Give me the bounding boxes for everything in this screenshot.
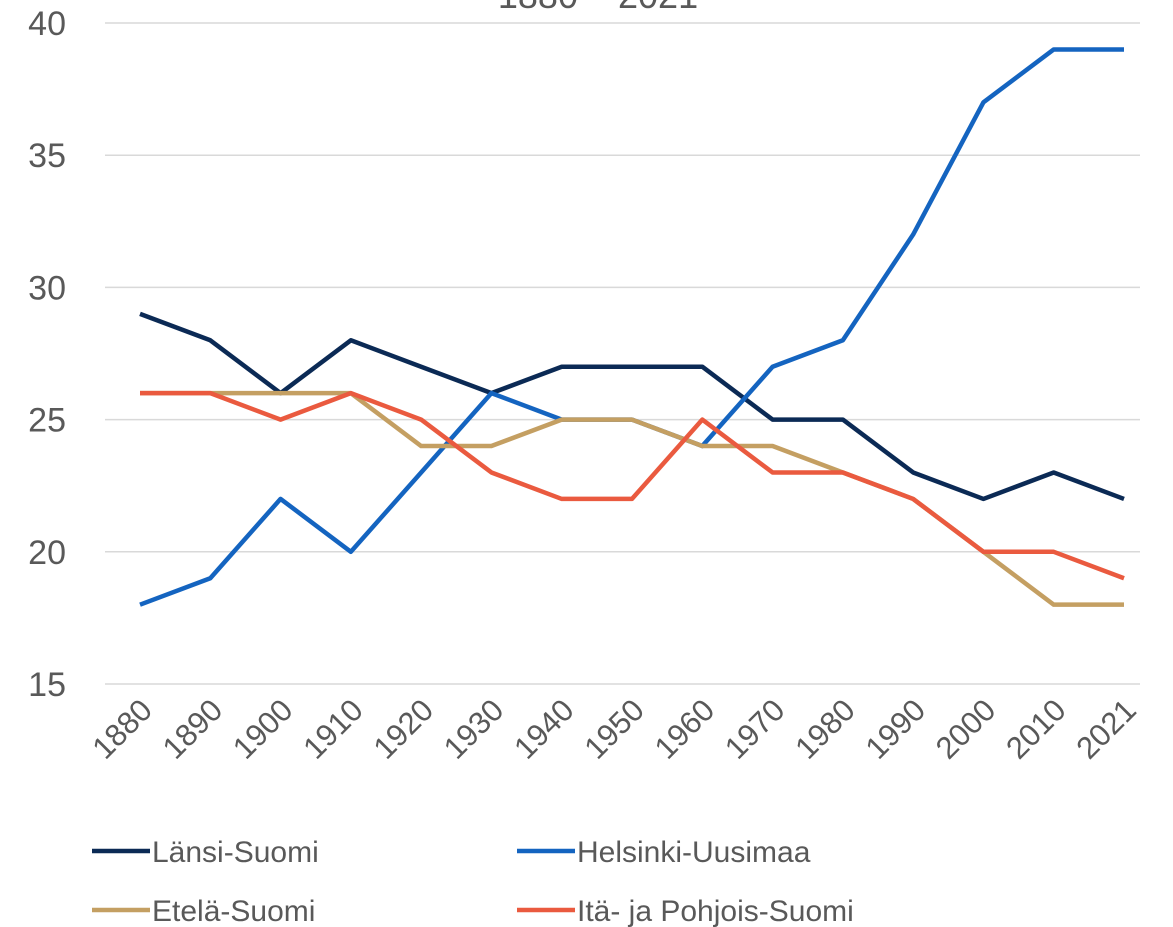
legend-label: Itä- ja Pohjois-Suomi [577, 895, 854, 927]
x-tick-label: 1990 [859, 692, 933, 766]
series-line [140, 390, 1125, 581]
x-tick-label: 1890 [156, 692, 230, 766]
x-tick-label: 1960 [648, 692, 722, 766]
x-tick-label: 1940 [507, 692, 581, 766]
y-tick-label: 40 [28, 5, 66, 43]
legend-label: Etelä-Suomi [152, 895, 315, 927]
series-line [139, 47, 1124, 607]
x-tick-label: 1970 [718, 692, 792, 766]
x-tick-label: 2010 [999, 692, 1073, 766]
y-tick-label: 20 [28, 534, 66, 572]
x-tick-label: 1920 [367, 692, 441, 766]
y-tick-label: 30 [28, 269, 66, 307]
x-tick-label: 1930 [437, 692, 511, 766]
legend-label: Länsi-Suomi [152, 836, 319, 869]
legend-label: Helsinki-Uusimaa [577, 836, 811, 869]
y-tick-label: 15 [28, 666, 66, 704]
chart-title: 1880 – 2021 [498, 0, 698, 16]
series-line [139, 311, 1125, 502]
y-tick-label: 35 [28, 137, 66, 175]
x-tick-label: 1900 [226, 692, 300, 766]
x-tick-label: 1910 [296, 692, 370, 766]
x-tick-label: 2000 [929, 692, 1003, 766]
x-tick-label: 2021 [1069, 692, 1143, 766]
y-tick-label: 25 [28, 402, 66, 440]
x-tick-label: 1980 [788, 692, 862, 766]
x-tick-label: 1950 [577, 692, 651, 766]
x-tick-label: 1880 [85, 692, 159, 766]
